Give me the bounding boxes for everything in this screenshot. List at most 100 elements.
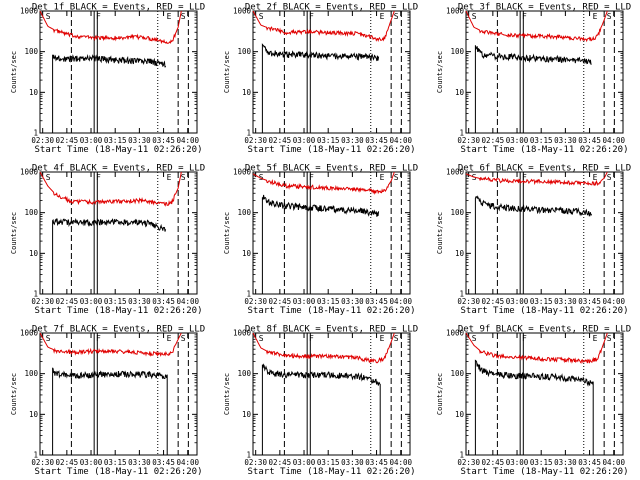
flag-label: S [472, 334, 477, 343]
lld-series-line [39, 171, 182, 207]
flag-label: E [167, 334, 172, 343]
lld-series-line [465, 10, 608, 43]
plot-frame [252, 332, 411, 456]
lld-series-line [39, 10, 182, 45]
flag-label: S [181, 173, 186, 182]
y-tick-label: 1000 [20, 7, 39, 16]
panel-title: Det 4f BLACK = Events, RED = LLD [32, 164, 205, 174]
y-tick-label: 10 [455, 249, 465, 258]
y-tick-label: 1 [459, 129, 464, 138]
flag-label: S [181, 12, 186, 21]
y-axis-label: Counts/sec [223, 373, 231, 415]
x-tick-label: 02:45 [482, 297, 505, 306]
flag-label: F [309, 12, 314, 21]
y-tick-label: 1 [246, 290, 251, 299]
events-series-line [474, 359, 594, 455]
x-tick-label: 04:00 [389, 136, 412, 145]
x-tick-label: 03:30 [554, 136, 577, 145]
y-tick-label: 100 [450, 47, 464, 56]
x-tick-label: 04:00 [389, 297, 412, 306]
x-tick-label: 03:15 [530, 458, 553, 467]
y-tick-label: 100 [24, 47, 38, 56]
flag-label: S [259, 173, 264, 182]
y-tick-label: 1 [246, 451, 251, 460]
events-series-line [52, 367, 168, 455]
panel-title: Det 5f BLACK = Events, RED = LLD [245, 164, 418, 174]
lld-series-line [465, 332, 608, 364]
y-tick-label: 10 [29, 88, 39, 97]
x-tick-label: 03:00 [506, 458, 529, 467]
y-tick-label: 100 [24, 208, 38, 217]
x-tick-label: 03:00 [293, 458, 316, 467]
events-series-line [261, 363, 381, 455]
panel-4: Det 4f BLACK = Events, RED = LLD 1 10 100 10… [10, 164, 205, 317]
y-tick-label: 10 [455, 88, 465, 97]
lld-series-line [39, 332, 182, 357]
y-tick-label: 100 [237, 369, 251, 378]
panel-2: Det 2f BLACK = Events, RED = LLD 1 10 100 10… [223, 3, 418, 156]
panel-3: Det 3f BLACK = Events, RED = LLD 1 10 100 10… [436, 3, 631, 156]
y-axis-label: Counts/sec [436, 373, 444, 415]
x-tick-label: 03:45 [152, 297, 175, 306]
x-tick-label: 03:30 [128, 297, 151, 306]
panel-6: Det 6f BLACK = Events, RED = LLD 1 10 100 10… [436, 164, 631, 317]
y-tick-label: 100 [450, 208, 464, 217]
y-axis-label: Counts/sec [10, 373, 18, 415]
flag-label: F [96, 12, 101, 21]
flag-label: F [522, 334, 527, 343]
flag-label: F [96, 334, 101, 343]
panel-title: Det 8f BLACK = Events, RED = LLD [245, 325, 418, 335]
x-tick-label: 02:45 [56, 458, 79, 467]
panel-title: Det 6f BLACK = Events, RED = LLD [458, 164, 631, 174]
flag-label: F [309, 173, 314, 182]
x-tick-label: 03:30 [341, 136, 364, 145]
x-axis-label: Start Time (18-May-11 02:26:20) [248, 467, 416, 477]
x-tick-label: 03:00 [80, 458, 103, 467]
x-tick-label: 02:45 [269, 136, 292, 145]
flag-label: S [607, 12, 612, 21]
x-tick-label: 03:00 [293, 136, 316, 145]
x-tick-label: 03:00 [506, 297, 529, 306]
x-tick-label: 03:00 [293, 297, 316, 306]
flag-label: S [259, 334, 264, 343]
flag-label: S [394, 173, 399, 182]
y-tick-label: 1 [459, 290, 464, 299]
x-tick-label: 02:45 [482, 136, 505, 145]
y-tick-label: 1 [246, 129, 251, 138]
x-tick-label: 03:45 [152, 136, 175, 145]
x-tick-label: 04:00 [176, 297, 199, 306]
x-tick-label: 03:15 [530, 297, 553, 306]
x-tick-label: 02:30 [457, 297, 480, 306]
y-axis-label: Counts/sec [223, 212, 231, 254]
y-tick-label: 1000 [446, 7, 465, 16]
x-tick-label: 03:00 [80, 297, 103, 306]
x-tick-label: 04:00 [602, 458, 625, 467]
x-tick-label: 03:45 [152, 458, 175, 467]
x-tick-label: 02:30 [31, 458, 54, 467]
x-tick-label: 02:30 [244, 458, 267, 467]
plot-frame [465, 10, 624, 134]
plot-frame [252, 171, 411, 295]
x-tick-label: 02:45 [56, 297, 79, 306]
x-tick-label: 03:15 [317, 136, 340, 145]
x-tick-label: 03:00 [80, 136, 103, 145]
x-tick-label: 02:30 [244, 136, 267, 145]
flag-label: S [46, 334, 51, 343]
y-axis-label: Counts/sec [436, 212, 444, 254]
events-series-line [474, 195, 593, 294]
flag-label: F [522, 173, 527, 182]
flag-label: E [167, 173, 172, 182]
x-tick-label: 03:45 [365, 297, 388, 306]
flag-label: E [380, 173, 385, 182]
y-tick-label: 1000 [446, 168, 465, 177]
y-tick-label: 100 [237, 208, 251, 217]
x-tick-label: 03:45 [365, 136, 388, 145]
x-tick-label: 03:30 [128, 458, 151, 467]
x-tick-label: 02:45 [269, 297, 292, 306]
x-tick-label: 03:15 [104, 136, 127, 145]
y-tick-label: 1000 [20, 329, 39, 338]
flag-label: S [607, 173, 612, 182]
x-tick-label: 03:45 [365, 458, 388, 467]
x-tick-label: 03:15 [104, 458, 127, 467]
